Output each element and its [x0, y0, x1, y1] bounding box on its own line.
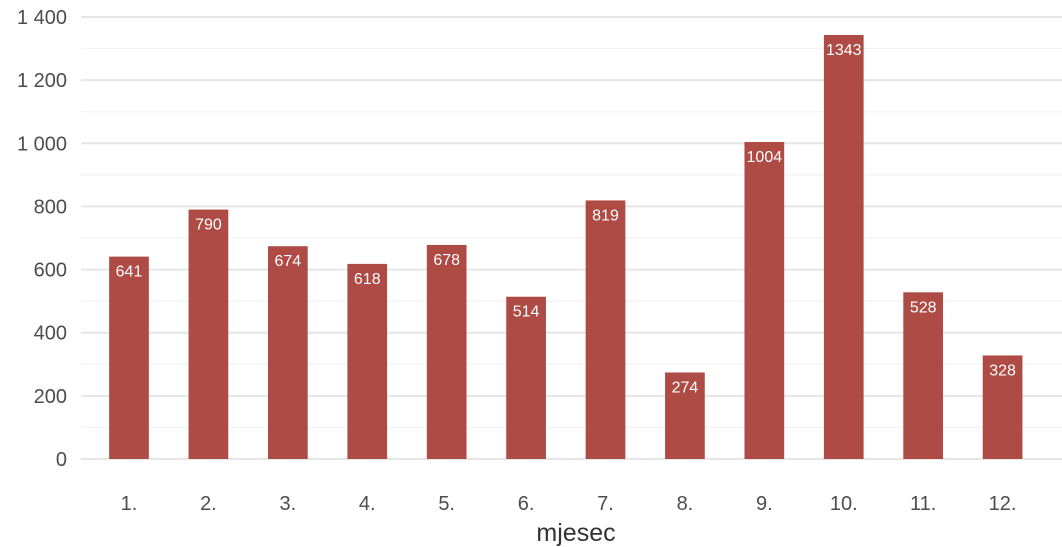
- x-tick-label: 6.: [518, 493, 535, 515]
- bar: [347, 263, 388, 459]
- y-tick-label: 400: [34, 323, 67, 345]
- bar-value-label: 641: [116, 264, 143, 281]
- bar: [823, 34, 864, 459]
- y-tick-label: 800: [34, 196, 67, 218]
- bar-value-label: 514: [513, 304, 540, 321]
- bar-value-label: 1004: [747, 149, 783, 166]
- bars: [109, 34, 1023, 459]
- bar: [585, 200, 626, 459]
- x-tick-label: 2.: [200, 493, 217, 515]
- x-axis-title: mjesec: [536, 519, 615, 547]
- bar: [744, 142, 785, 459]
- y-tick-label: 0: [56, 449, 67, 471]
- bar: [109, 256, 149, 459]
- data-labels: 641 790 674 618 678 514 819 274 1004 1343 528 328: [116, 42, 1016, 396]
- bar: [426, 244, 467, 459]
- y-tick-label: 1 400: [17, 7, 67, 29]
- x-tick-label: 3.: [279, 493, 296, 515]
- y-tick-label: 1 000: [17, 133, 67, 155]
- bar-value-label: 678: [433, 252, 460, 269]
- bar-value-label: 790: [195, 217, 222, 234]
- x-tick-label: 8.: [677, 493, 694, 515]
- x-tick-label: 7.: [597, 493, 614, 515]
- bar-value-label: 819: [592, 207, 619, 224]
- bar: [506, 296, 546, 459]
- x-tick-label: 12.: [989, 493, 1017, 515]
- bar-value-label: 1343: [826, 42, 862, 59]
- bar-value-label: 274: [672, 379, 699, 396]
- x-tick-label: 5.: [438, 493, 455, 515]
- y-tick-label: 1 200: [17, 70, 67, 92]
- bar: [267, 246, 308, 459]
- y-tick-label: 600: [34, 260, 67, 282]
- y-axis-ticks: 0 200 400 600 800 1 000 1 200 1 400: [17, 7, 67, 471]
- y-tick-label: 200: [34, 386, 67, 408]
- bar: [665, 372, 705, 459]
- bar: [188, 209, 229, 459]
- bar: [903, 292, 944, 459]
- x-tick-label: 9.: [756, 493, 773, 515]
- bar-value-label: 528: [910, 299, 937, 316]
- x-tick-label: 4.: [359, 493, 376, 515]
- bar: [982, 355, 1023, 459]
- x-tick-label: 1.: [121, 493, 138, 515]
- bar-value-label: 618: [354, 271, 381, 288]
- x-axis-ticks: 1. 2. 3. 4. 5. 6. 7. 8. 9. 10. 11. 12.: [121, 493, 1017, 515]
- bar-value-label: 674: [274, 253, 301, 270]
- grid: [81, 16, 1062, 460]
- x-tick-label: 10.: [830, 493, 858, 515]
- x-tick-label: 11.: [910, 493, 936, 515]
- bar-value-label: 328: [989, 362, 1016, 379]
